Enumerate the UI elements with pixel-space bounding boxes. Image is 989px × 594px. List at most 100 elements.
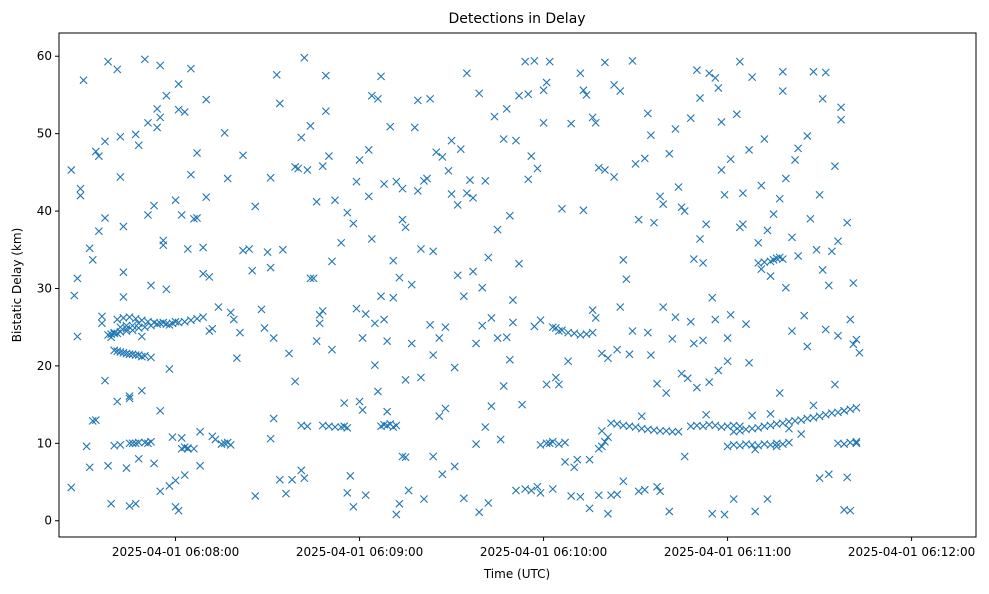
data-point-100 <box>220 128 229 137</box>
data-point-9 <box>85 463 94 472</box>
data-point-415 <box>809 67 818 76</box>
data-point-255 <box>518 400 527 409</box>
data-point-283 <box>567 119 576 128</box>
data-point-22 <box>104 461 113 470</box>
data-point-353 <box>695 94 704 103</box>
data-point-106 <box>239 151 248 160</box>
data-point-197 <box>416 245 425 253</box>
data-point-164 <box>361 310 370 319</box>
data-point-144 <box>321 107 330 116</box>
data-point-49 <box>140 55 149 64</box>
data-point-274 <box>548 323 557 332</box>
data-point-316 <box>628 56 637 65</box>
data-point-367 <box>717 118 726 127</box>
data-point-382 <box>745 145 754 154</box>
data-point-431 <box>837 103 846 112</box>
data-point-120 <box>272 70 281 79</box>
data-point-249 <box>508 296 517 305</box>
data-point-323 <box>640 485 649 494</box>
data-point-304 <box>603 509 612 518</box>
data-point-374 <box>726 155 735 164</box>
data-point-414 <box>806 214 815 223</box>
data-point-152 <box>343 488 352 497</box>
data-point-560 <box>766 440 775 449</box>
data-point-226 <box>469 267 478 276</box>
data-point-337 <box>665 507 674 516</box>
data-point-162 <box>358 406 367 415</box>
data-point-254 <box>515 259 524 268</box>
data-point-344 <box>680 207 689 216</box>
data-point-522 <box>557 326 566 335</box>
data-point-518 <box>554 440 563 449</box>
data-point-289 <box>579 206 588 215</box>
data-point-123 <box>278 245 287 254</box>
data-point-489 <box>131 439 140 448</box>
data-point-147 <box>327 345 336 354</box>
data-point-455 <box>180 317 189 326</box>
data-point-260 <box>527 152 536 161</box>
data-point-437 <box>846 315 855 324</box>
data-point-75 <box>177 433 186 442</box>
data-point-400 <box>778 87 787 96</box>
data-point-463 <box>140 323 149 332</box>
data-point-118 <box>269 414 278 423</box>
data-point-587 <box>846 405 855 414</box>
data-point-134 <box>303 166 312 175</box>
data-point-66 <box>165 365 174 373</box>
data-point-448 <box>137 316 146 325</box>
data-point-114 <box>263 248 272 257</box>
data-point-87 <box>196 427 205 436</box>
data-point-540 <box>656 426 665 435</box>
data-point-302 <box>600 166 609 175</box>
data-point-365 <box>714 83 723 92</box>
data-point-585 <box>834 408 842 417</box>
data-point-135 <box>306 121 315 130</box>
data-point-464 <box>147 321 155 330</box>
data-point-23 <box>104 57 113 66</box>
data-point-85 <box>193 149 201 157</box>
data-point-569 <box>735 426 744 435</box>
data-point-233 <box>481 176 490 185</box>
data-point-17 <box>97 312 106 321</box>
data-point-138 <box>312 197 321 206</box>
data-point-246 <box>502 333 511 342</box>
data-point-384 <box>748 73 757 82</box>
data-point-285 <box>573 455 582 464</box>
data-point-110 <box>251 491 260 500</box>
data-point-124 <box>281 489 290 498</box>
data-point-171 <box>373 387 382 396</box>
data-point-490 <box>134 438 143 447</box>
data-point-189 <box>401 375 410 384</box>
data-point-280 <box>561 457 570 466</box>
data-point-443 <box>855 348 864 357</box>
data-point-474 <box>140 351 149 360</box>
data-point-185 <box>395 499 404 508</box>
data-point-251 <box>511 486 520 495</box>
data-point-390 <box>757 265 766 274</box>
data-point-401 <box>778 67 787 76</box>
data-point-396 <box>769 210 778 219</box>
data-point-218 <box>453 271 462 280</box>
data-point-447 <box>131 314 140 323</box>
data-point-125 <box>285 349 294 358</box>
data-point-383 <box>745 358 754 367</box>
data-point-562 <box>778 440 787 449</box>
data-points <box>67 53 864 519</box>
data-point-211 <box>441 323 450 332</box>
data-point-76 <box>177 210 186 219</box>
data-point-220 <box>459 494 468 503</box>
data-point-244 <box>499 382 508 391</box>
data-point-217 <box>453 200 462 209</box>
data-point-363 <box>711 73 720 82</box>
data-point-386 <box>751 507 760 516</box>
data-point-132 <box>300 53 309 62</box>
data-point-202 <box>426 94 435 103</box>
data-point-326 <box>646 131 655 140</box>
data-point-227 <box>472 440 481 449</box>
data-point-184 <box>395 273 404 282</box>
data-point-176 <box>380 315 389 324</box>
data-point-28 <box>113 397 122 406</box>
data-point-105 <box>235 328 244 337</box>
data-point-347 <box>686 114 695 123</box>
